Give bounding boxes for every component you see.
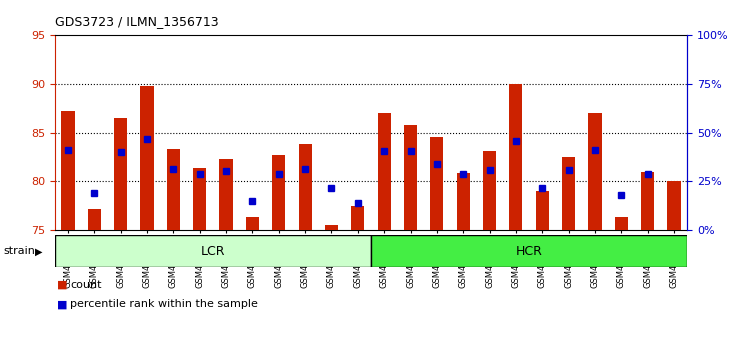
Bar [193,168,206,230]
Bar [140,86,154,230]
Text: count: count [70,280,102,290]
Bar [431,137,444,230]
Text: LCR: LCR [200,245,225,258]
Bar [641,172,654,230]
Bar [404,125,417,230]
Bar [615,217,628,230]
Bar [272,155,285,230]
Bar [219,159,232,230]
Text: ■: ■ [57,280,67,290]
Text: ▶: ▶ [35,246,42,256]
Text: HCR: HCR [515,245,542,258]
Bar [667,181,681,230]
Bar [88,209,101,230]
Bar [325,225,338,230]
Bar [378,113,391,230]
Text: percentile rank within the sample: percentile rank within the sample [70,299,258,309]
Bar [588,113,602,230]
Bar [246,217,259,230]
Bar [510,84,523,230]
Text: GDS3723 / ILMN_1356713: GDS3723 / ILMN_1356713 [55,15,219,28]
Bar [371,235,687,267]
Text: ■: ■ [57,299,67,309]
Bar [61,111,75,230]
Bar [298,144,311,230]
Bar [562,157,575,230]
Bar [351,206,364,230]
Bar [55,235,371,267]
Bar [483,151,496,230]
Bar [114,118,127,230]
Bar [457,173,470,230]
Bar [167,149,180,230]
Text: strain: strain [4,246,36,256]
Bar [536,191,549,230]
